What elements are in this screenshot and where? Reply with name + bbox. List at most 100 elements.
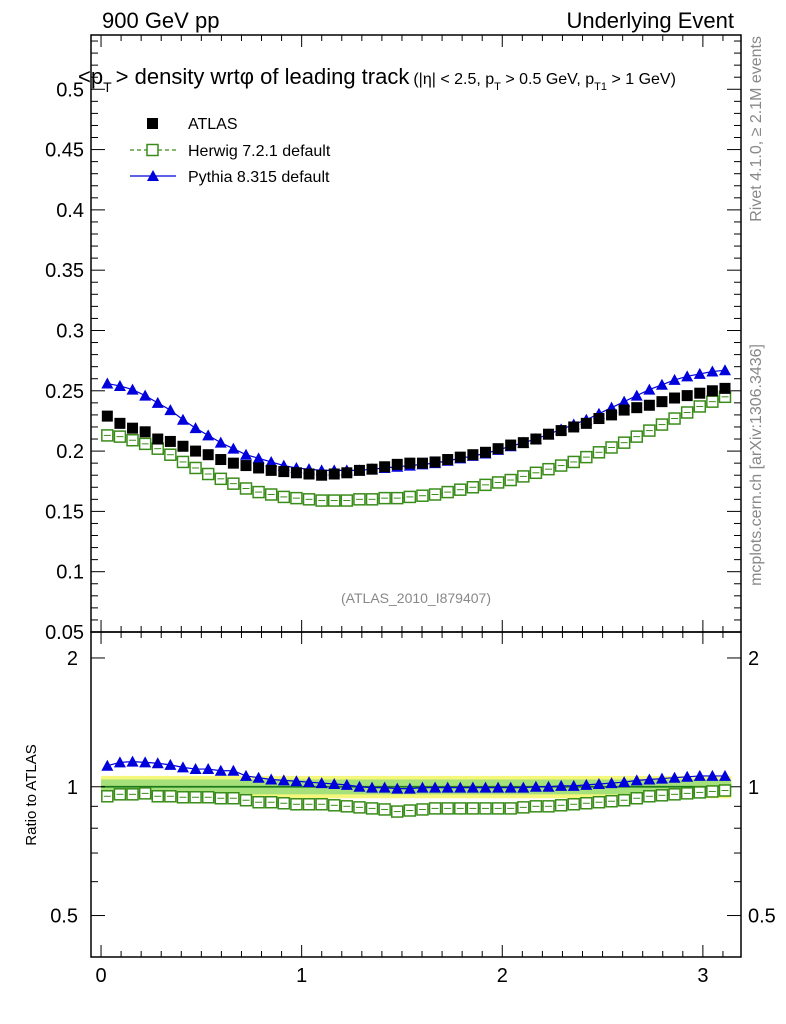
pythia-ratio-point: [227, 764, 240, 776]
pythia-ratio-point: [164, 758, 177, 770]
y-tick-label: 0.3: [56, 320, 84, 342]
title-cuts-2-sub: T1: [594, 81, 607, 93]
pythia-ratio-point: [479, 781, 492, 793]
atlas-point: [341, 467, 353, 479]
atlas-point: [379, 461, 391, 473]
legend-herwig-marker: [146, 143, 159, 157]
header-right: Underlying Event: [566, 8, 734, 33]
atlas-point: [278, 466, 290, 478]
legend-atlas-marker: [147, 118, 158, 129]
atlas-point: [580, 417, 592, 429]
atlas-point: [669, 392, 681, 404]
pythia-ratio-point: [290, 775, 303, 787]
atlas-point: [253, 462, 265, 474]
atlas-point: [467, 449, 479, 461]
pythia-ratio-point: [681, 770, 694, 782]
title-cuts-3: > 1 GeV): [607, 71, 676, 88]
atlas-point: [391, 458, 403, 470]
atlas-point: [303, 468, 315, 480]
pythia-point: [214, 436, 227, 448]
pythia-point: [706, 365, 719, 377]
atlas-point: [114, 417, 126, 429]
atlas-point: [442, 454, 454, 466]
pythia-point: [101, 377, 114, 389]
pythia-ratio-point: [303, 776, 316, 788]
atlas-point: [139, 426, 151, 438]
atlas-point: [479, 446, 491, 458]
pythia-ratio-point: [189, 763, 202, 775]
atlas-point: [719, 382, 731, 394]
pythia-point: [227, 442, 240, 454]
pythia-ratio-point: [504, 781, 517, 793]
legend: ATLAS Herwig 7.2.1 default Pythia 8.315 …: [130, 116, 331, 186]
pythia-ratio-point: [580, 778, 593, 790]
atlas-point: [265, 464, 277, 476]
ratio-y-label: Ratio to ATLAS: [23, 744, 40, 845]
atlas-point: [328, 468, 340, 480]
herwig-ratio-line: [107, 789, 726, 813]
atlas-point: [429, 456, 441, 468]
pythia-ratio-point: [101, 759, 114, 771]
atlas-point: [316, 469, 328, 481]
atlas-point: [505, 439, 517, 451]
pythia-ratio-point: [151, 757, 164, 769]
atlas-point: [101, 410, 113, 422]
atlas-point: [353, 464, 365, 476]
pythia-point: [718, 364, 731, 376]
pythia-point: [630, 389, 643, 401]
y-tick-label: 0.1: [56, 562, 84, 584]
pythia-ratio-point: [630, 774, 643, 786]
atlas-point: [227, 457, 239, 469]
title-cuts-1: (|η| < 2.5, p: [413, 71, 494, 88]
atlas-point: [152, 433, 164, 445]
pythia-ratio-point: [605, 777, 618, 789]
axes: 0 1 2 3 0.05 0.1 0.15 0.2 0.25 0.3 0.35 0.4 0.45 0.5 0…: [45, 35, 776, 987]
ratio-tick-label-right: 1: [748, 777, 759, 799]
atlas-point: [127, 422, 139, 434]
pythia-ratio-point: [126, 755, 139, 767]
ratio-tick-label-right: 2: [748, 648, 759, 670]
pythia-point: [139, 389, 152, 401]
y-tick-label: 0.4: [56, 200, 84, 222]
title-main-sub: T: [103, 79, 112, 95]
pythia-ratio-point: [466, 781, 479, 793]
pythia-ratio-point: [555, 779, 568, 791]
pythia-ratio-point: [655, 772, 668, 784]
atlas-point: [454, 451, 466, 463]
pythia-ratio-point: [340, 778, 353, 790]
atlas-point: [631, 402, 643, 414]
pythia-ratio-point: [416, 781, 429, 793]
y-tick-label: 0.15: [45, 501, 84, 523]
atlas-point: [492, 443, 504, 455]
pythia-point: [265, 455, 278, 467]
pythia-point: [252, 452, 265, 464]
ratio-plot-frame: [90, 631, 742, 958]
atlas-point: [618, 404, 630, 416]
header-left: 900 GeV pp: [102, 8, 219, 33]
legend-atlas-label: ATLAS: [188, 116, 238, 133]
pythia-ratio-point: [265, 773, 278, 785]
title-cuts-2: > 0.5 GeV, p: [501, 71, 594, 88]
pythia-point: [643, 383, 656, 395]
atlas-point: [656, 396, 668, 408]
atlas-point: [416, 457, 428, 469]
pythia-point: [202, 429, 215, 441]
atlas-point: [694, 387, 706, 399]
pythia-ratio-point: [492, 781, 505, 793]
pythia-ratio-point: [403, 782, 416, 794]
pythia-ratio-point: [391, 782, 404, 794]
pythia-point: [151, 396, 164, 408]
pythia-ratio-point: [202, 763, 215, 775]
atlas-point: [366, 463, 378, 475]
pythia-ratio-point: [378, 781, 391, 793]
y-tick-label: 0.25: [45, 381, 84, 403]
atlas-point: [164, 435, 176, 447]
pythia-ratio-point: [454, 781, 467, 793]
pythia-ratio-point: [113, 756, 126, 768]
pythia-ratio-point: [542, 780, 555, 792]
atlas-point: [555, 425, 567, 437]
rivet-label: Rivet 4.1.0, ≥ 2.1M events: [748, 36, 765, 222]
atlas-point: [190, 445, 202, 457]
pythia-ratio-point: [618, 776, 631, 788]
